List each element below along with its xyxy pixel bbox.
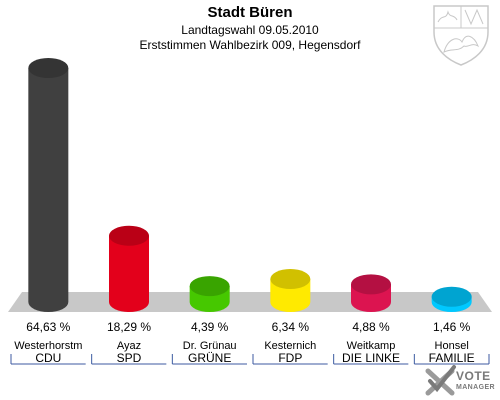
page-title: Stadt Büren — [207, 4, 293, 21]
coat-of-arms-icon — [433, 5, 489, 66]
party-label: GRÜNE — [188, 351, 231, 365]
checkmark-x-icon — [425, 365, 456, 396]
chart-floor — [8, 292, 492, 312]
vote-manager-logo: VOTE MANAGER — [420, 362, 500, 400]
election-subtitle: Landtagswahl 09.05.2010 — [181, 23, 319, 37]
party-label: FAMILIE — [429, 351, 475, 365]
party-label: DIE LINKE — [342, 351, 400, 365]
bar-grüne — [189, 276, 230, 312]
brand-name-line1: VOTE — [456, 369, 491, 383]
candidate-label: Westerhorstm — [14, 340, 82, 352]
party-label: CDU — [35, 351, 61, 365]
value-label: 4,88 % — [352, 320, 390, 334]
party-label: SPD — [117, 351, 142, 365]
value-label: 1,46 % — [433, 320, 471, 334]
bar-cdu — [28, 58, 69, 312]
candidate-label: Kesternich — [264, 340, 316, 352]
value-label: 6,34 % — [272, 320, 310, 334]
bar-die-linke — [351, 274, 391, 312]
candidate-label: Ayaz — [117, 340, 141, 352]
bar-spd — [109, 225, 149, 312]
value-label: 18,29 % — [107, 320, 151, 334]
party-label: FDP — [278, 351, 302, 365]
candidate-label: Honsel — [435, 340, 469, 352]
district-subtitle: Erststimmen Wahlbezirk 009, Hegensdorf — [139, 38, 361, 52]
brand-name-line2: MANAGER — [456, 384, 495, 391]
bar-familie — [431, 286, 472, 312]
candidate-label: Dr. Grünau — [183, 340, 237, 352]
value-label: 4,39 % — [191, 320, 229, 334]
candidate-label: Weitkamp — [347, 340, 396, 352]
bar-fdp — [270, 269, 311, 312]
value-label: 64,63 % — [26, 320, 70, 334]
